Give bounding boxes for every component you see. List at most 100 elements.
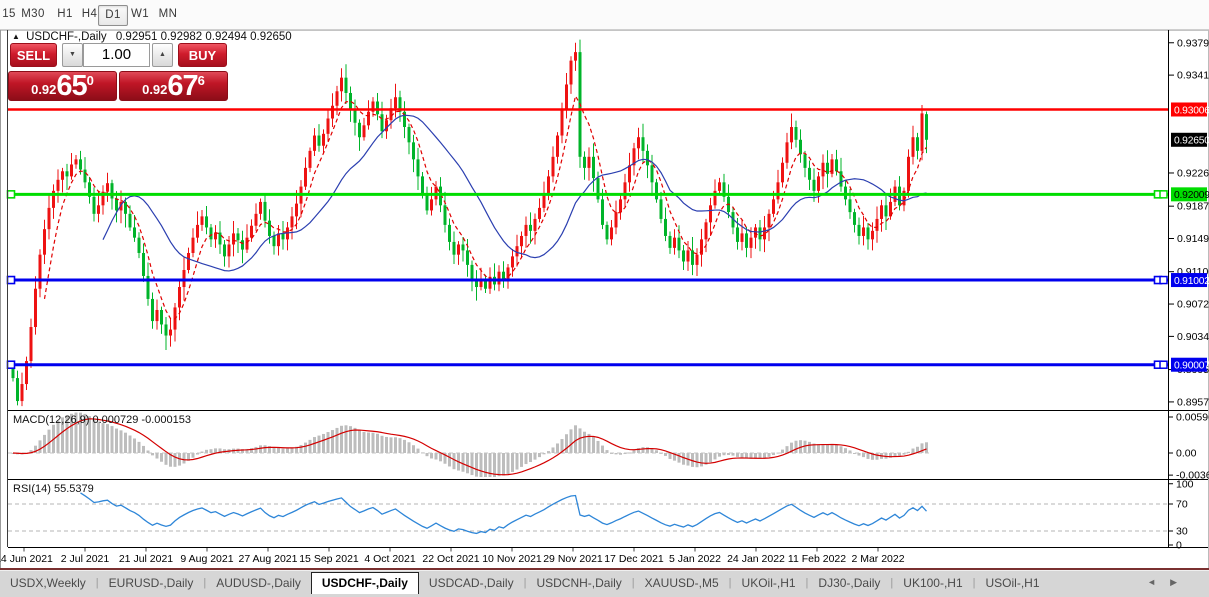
tab-separator: | <box>890 577 894 589</box>
tab-ukoil-h1[interactable]: UKOil-,H1 <box>741 576 796 590</box>
rsi-line <box>80 492 927 535</box>
tab-separator: | <box>631 577 635 589</box>
symbol-title: USDCHF-,Daily <box>26 31 107 43</box>
tab-separator: | <box>95 577 99 589</box>
tab-dj30-daily[interactable]: DJ30-,Daily <box>818 576 881 590</box>
tab-uk100-h1[interactable]: UK100-,H1 <box>903 576 963 590</box>
symbol-tabbar: USDX,Weekly | EURUSD-,Daily | AUDUSD-,Daily U… <box>0 570 1209 597</box>
ma-slow-line <box>102 114 927 272</box>
price-badge-0.92009: 0.92009 <box>1171 187 1209 202</box>
hline-0.90007[interactable] <box>6 360 1169 370</box>
tab-separator: | <box>728 577 732 589</box>
tab-separator: | <box>523 577 527 589</box>
svg-text:-0.003664: -0.003664 <box>1176 470 1209 482</box>
svg-text:10 Nov 2021: 10 Nov 2021 <box>482 553 542 565</box>
tab-audusd-daily[interactable]: AUDUSD-,Daily <box>216 576 301 590</box>
buy-button[interactable]: BUY <box>178 43 227 67</box>
sell-price-small: 0.92 <box>31 82 57 97</box>
tab-separator: | <box>805 577 809 589</box>
timeframe-MN[interactable]: MN <box>158 8 178 20</box>
svg-text:24 Jan 2022: 24 Jan 2022 <box>727 553 785 565</box>
one-click-trading-panel: ▲ USDCHF-,Daily 0.92951 0.92982 0.92494 … <box>8 31 292 101</box>
svg-text:2 Mar 2022: 2 Mar 2022 <box>851 553 904 565</box>
timeframe-D1[interactable]: D1 <box>98 5 128 26</box>
price-badge-0.91002: 0.91002 <box>1171 273 1209 288</box>
hline-0.91002[interactable] <box>6 275 1169 285</box>
tab-usdchf-daily[interactable]: USDCHF-,Daily <box>310 572 419 594</box>
rsi-label: RSI(14) 55.5379 <box>13 483 94 495</box>
tab-usdcad-daily[interactable]: USDCAD-,Daily <box>428 576 514 590</box>
spin-down-icon: ▼ <box>69 51 76 58</box>
macd-signal-line <box>12 418 927 476</box>
svg-text:70: 70 <box>1176 499 1188 511</box>
timeframe-W1[interactable]: W1 <box>130 8 150 20</box>
tab-xauusd-m5[interactable]: XAUUSD-,M5 <box>644 576 719 590</box>
svg-text:4 Oct 2021: 4 Oct 2021 <box>364 553 416 565</box>
sell-price-big: 65 <box>56 70 87 102</box>
timeframe-toolbar: 15 M30 H1 H4 D1 W1 MN <box>0 0 1209 30</box>
svg-text:29 Nov 2021: 29 Nov 2021 <box>543 553 603 565</box>
timeframe-15[interactable]: 15 <box>2 8 16 20</box>
spin-up-icon: ▲ <box>159 51 166 58</box>
timeframe-H4[interactable]: H4 <box>81 8 98 20</box>
volume-increase-button[interactable]: ▲ <box>152 43 173 67</box>
macd-label: MACD(12,26,9) 0.000729 -0.000153 <box>13 414 191 426</box>
line-handle[interactable] <box>6 275 16 285</box>
price-badge-0.90007: 0.90007 <box>1171 357 1209 372</box>
svg-text:0.93006: 0.93006 <box>1174 105 1209 116</box>
buy-price-big: 67 <box>167 70 198 102</box>
svg-text:0.91002: 0.91002 <box>1174 276 1209 287</box>
tab-separator: | <box>203 577 207 589</box>
timeframe-H1[interactable]: H1 <box>57 8 73 20</box>
tab-separator: | <box>972 577 976 589</box>
panel-borders <box>0 29 1209 570</box>
svg-text:30: 30 <box>1176 526 1188 538</box>
timeframe-M30[interactable]: M30 <box>21 8 45 20</box>
buy-price-panel[interactable]: 0.92 67 6 <box>119 71 228 101</box>
svg-text:21 Jul 2021: 21 Jul 2021 <box>119 553 173 565</box>
svg-text:0.92009: 0.92009 <box>1174 190 1209 201</box>
tab-eurusd-daily[interactable]: EURUSD-,Daily <box>108 576 194 590</box>
volume-input[interactable]: 1.00 <box>83 43 150 67</box>
tab-usdcnh-daily[interactable]: USDCNH-,Daily <box>536 576 622 590</box>
price-badge-0.93006: 0.93006 <box>1171 102 1209 117</box>
buy-price-small: 0.92 <box>142 82 168 97</box>
svg-text:0.92650: 0.92650 <box>1174 136 1209 147</box>
tab-scroll-left-icon: ◄ <box>1147 577 1171 587</box>
tab-usoil-h1[interactable]: USOil-,H1 <box>985 576 1040 590</box>
date-axis: 14 Jun 2021 2 Jul 2021 21 Jul 2021 9 Aug 20… <box>0 548 905 565</box>
svg-text:11 Feb 2022: 11 Feb 2022 <box>788 553 846 565</box>
line-handle[interactable] <box>6 360 16 370</box>
svg-text:0.90007: 0.90007 <box>1174 361 1209 372</box>
sell-price-panel[interactable]: 0.92 65 0 <box>8 71 117 101</box>
svg-text:14 Jun 2021: 14 Jun 2021 <box>0 553 53 565</box>
volume-decrease-button[interactable]: ▼ <box>62 43 83 67</box>
svg-text:15 Sep 2021: 15 Sep 2021 <box>299 553 359 565</box>
buy-price-sup: 6 <box>197 73 205 88</box>
tab-scroll-arrows[interactable]: ◄▶ <box>1147 577 1191 588</box>
svg-text:0.005963: 0.005963 <box>1176 411 1209 423</box>
sell-price-sup: 0 <box>86 73 94 88</box>
svg-text:2 Jul 2021: 2 Jul 2021 <box>61 553 110 565</box>
collapse-panel-icon[interactable]: ▲ <box>12 32 20 41</box>
tab-usdx-weekly[interactable]: USDX,Weekly <box>10 576 86 590</box>
svg-text:27 Aug 2021: 27 Aug 2021 <box>239 553 298 565</box>
svg-text:0.00: 0.00 <box>1176 448 1197 460</box>
hline-0.92009[interactable] <box>6 190 1169 199</box>
sell-button[interactable]: SELL <box>10 43 57 67</box>
svg-text:9 Aug 2021: 9 Aug 2021 <box>180 553 233 565</box>
svg-text:5 Jan 2022: 5 Jan 2022 <box>669 553 721 565</box>
line-handle[interactable] <box>6 190 16 199</box>
svg-text:100: 100 <box>1176 478 1194 490</box>
chart-title: ▲ USDCHF-,Daily 0.92951 0.92982 0.92494 … <box>12 31 292 43</box>
